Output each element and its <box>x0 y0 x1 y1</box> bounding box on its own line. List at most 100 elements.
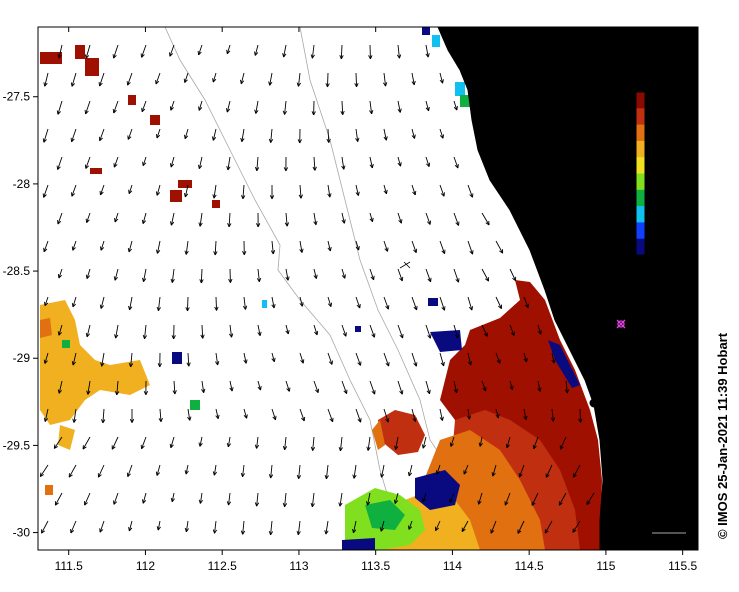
current-arrow <box>255 212 261 228</box>
current-arrow <box>268 72 273 86</box>
current-arrow <box>550 408 556 422</box>
current-arrow <box>439 72 444 84</box>
current-arrow <box>439 296 446 311</box>
current-arrow <box>127 128 133 140</box>
current-arrow <box>313 268 318 279</box>
current-arrow <box>57 212 63 225</box>
current-arrow <box>215 408 220 420</box>
current-arrow <box>170 268 175 283</box>
current-arrow <box>282 436 288 451</box>
colorbar-segment <box>636 108 645 126</box>
current-arrow <box>172 380 177 395</box>
current-arrow <box>282 492 288 508</box>
current-arrow <box>243 408 248 419</box>
current-arrow <box>197 156 203 169</box>
current-arrow <box>425 380 431 395</box>
current-arrow <box>411 296 418 311</box>
current-arrow <box>327 352 333 365</box>
current-arrow <box>578 408 583 423</box>
current-arrow <box>226 44 231 55</box>
vector-scale-label: 0.5m/s (1kt 6h) <box>483 119 556 131</box>
current-arrow <box>531 492 539 506</box>
current-arrow <box>341 268 346 279</box>
current-arrow <box>240 464 246 478</box>
current-arrow <box>425 324 432 339</box>
current-arrow <box>157 352 162 368</box>
colorbar-segment <box>636 140 645 158</box>
current-arrow <box>271 408 277 421</box>
current-arrow <box>327 408 334 423</box>
current-arrow <box>368 44 373 60</box>
current-arrow <box>439 184 445 197</box>
colorbar-tick-label: 23 <box>651 133 665 147</box>
current-arrow <box>99 296 105 309</box>
current-arrow <box>481 268 490 282</box>
current-arrow <box>270 240 276 255</box>
current-arrow <box>113 156 119 168</box>
current-arrow <box>169 436 175 449</box>
current-arrow <box>169 44 175 57</box>
current-arrow <box>155 72 161 85</box>
current-arrow <box>43 240 49 253</box>
current-arrow <box>141 492 147 504</box>
current-arrow <box>355 128 360 142</box>
current-arrow <box>85 212 91 223</box>
current-arrow <box>408 520 413 530</box>
isobath-1000m-line <box>164 27 401 550</box>
current-arrow <box>355 184 360 196</box>
current-arrow <box>70 72 77 87</box>
current-arrow <box>369 380 376 395</box>
current-arrow <box>439 408 444 421</box>
current-arrow <box>228 268 233 283</box>
current-arrow <box>240 72 245 85</box>
argo-label: Argo <box>636 319 662 331</box>
current-arrow <box>509 268 517 282</box>
current-arrow <box>421 436 427 449</box>
current-arrow <box>354 72 359 88</box>
current-arrow <box>453 380 458 394</box>
current-arrow <box>39 464 49 477</box>
current-arrow <box>211 128 217 141</box>
current-arrow <box>481 380 487 392</box>
current-arrow <box>85 268 91 279</box>
current-arrow <box>383 72 388 87</box>
current-arrow <box>338 436 343 452</box>
current-arrow <box>212 72 217 83</box>
current-arrow <box>57 268 63 279</box>
current-arrow <box>128 520 133 532</box>
current-arrow <box>213 240 218 256</box>
current-arrow <box>453 156 459 169</box>
current-arrow <box>352 520 357 534</box>
current-arrow <box>71 352 77 366</box>
lon-tick-label: 112.5 <box>208 559 237 573</box>
current-arrow <box>467 296 473 311</box>
current-arrow <box>114 212 119 223</box>
current-arrow <box>71 296 77 308</box>
lat-axis: -27.5 -28 -28.5 -29 -29.5 -30 <box>3 90 698 540</box>
current-arrow <box>558 492 567 506</box>
current-arrow <box>229 324 234 338</box>
current-arrow <box>43 72 49 87</box>
current-arrow <box>215 352 220 366</box>
current-arrow <box>100 240 105 251</box>
current-arrow <box>422 492 427 503</box>
lat-tick-label: -29.5 <box>3 438 31 452</box>
sst-coastal-cold-strip <box>548 340 580 388</box>
current-arrow <box>299 240 304 253</box>
current-arrow <box>439 128 444 139</box>
current-arrow <box>449 492 455 503</box>
lat-tick-label: -28.5 <box>3 264 31 278</box>
current-arrow <box>229 380 234 392</box>
current-arrow <box>559 436 567 450</box>
lon-tick-label: 112 <box>136 559 155 573</box>
current-arrow <box>523 408 528 421</box>
current-arrow <box>112 100 119 114</box>
current-arrow <box>490 520 497 534</box>
current-arrow <box>197 44 203 56</box>
current-arrow <box>200 324 205 339</box>
current-arrow <box>141 100 147 113</box>
current-arrow <box>453 268 460 283</box>
current-arrow <box>310 492 315 508</box>
current-arrow <box>84 492 91 506</box>
